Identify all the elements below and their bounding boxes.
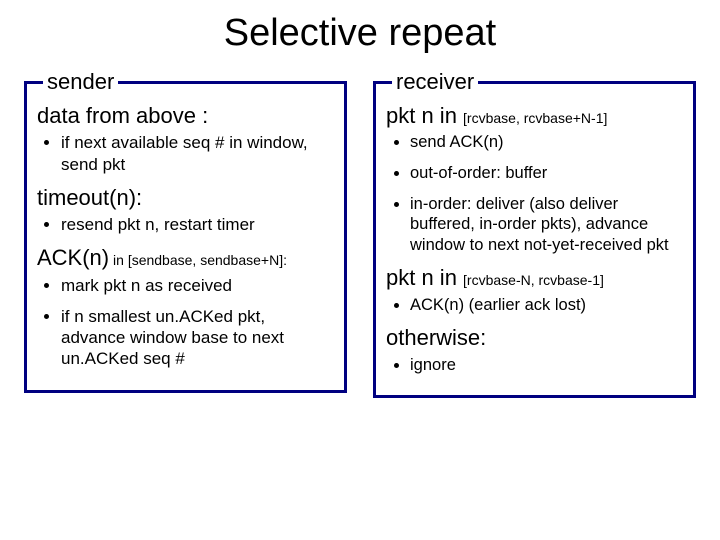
sender-ack-label: ACK(n) bbox=[37, 245, 109, 270]
receiver-box: receiver pkt n in [rcvbase, rcvbase+N-1]… bbox=[373, 69, 696, 398]
receiver-pkt2-range: [rcvbase-N, rcvbase-1] bbox=[463, 272, 604, 288]
sender-bullet-mark-received: mark pkt n as received bbox=[61, 275, 334, 296]
sender-bullet-advance-base: if n smallest un.ACKed pkt, advance wind… bbox=[61, 306, 334, 370]
receiver-bullet-ack-earlier: ACK(n) (earlier ack lost) bbox=[410, 295, 683, 316]
receiver-heading-otherwise: otherwise: bbox=[386, 325, 683, 350]
sender-legend: sender bbox=[43, 69, 118, 95]
sender-box: sender data from above : if next availab… bbox=[24, 69, 347, 393]
sender-ack-in: in bbox=[109, 252, 128, 268]
sender-ack-range: [sendbase, sendbase+N]: bbox=[128, 252, 287, 268]
sender-heading-data-from-above: data from above : bbox=[37, 103, 334, 128]
receiver-pkt-range: [rcvbase, rcvbase+N-1] bbox=[463, 110, 607, 126]
receiver-bullet-ignore: ignore bbox=[410, 355, 683, 376]
sender-bullet-resend: resend pkt n, restart timer bbox=[61, 214, 334, 235]
slide-title: Selective repeat bbox=[20, 12, 700, 55]
sender-bullet-next-seq: if next available seq # in window, send … bbox=[61, 132, 334, 175]
receiver-heading-pkt-below-window: pkt n in [rcvbase-N, rcvbase-1] bbox=[386, 265, 683, 290]
receiver-pkt2-label: pkt n in bbox=[386, 265, 463, 290]
receiver-pkt-label: pkt n in bbox=[386, 103, 463, 128]
receiver-bullet-buffer: out-of-order: buffer bbox=[410, 163, 683, 184]
sender-heading-ack: ACK(n) in [sendbase, sendbase+N]: bbox=[37, 245, 334, 270]
receiver-heading-pkt-in-window: pkt n in [rcvbase, rcvbase+N-1] bbox=[386, 103, 683, 128]
receiver-bullet-deliver: in-order: deliver (also deliver buffered… bbox=[410, 194, 683, 256]
receiver-bullet-send-ack: send ACK(n) bbox=[410, 132, 683, 153]
receiver-legend: receiver bbox=[392, 69, 478, 95]
sender-heading-timeout: timeout(n): bbox=[37, 185, 334, 210]
